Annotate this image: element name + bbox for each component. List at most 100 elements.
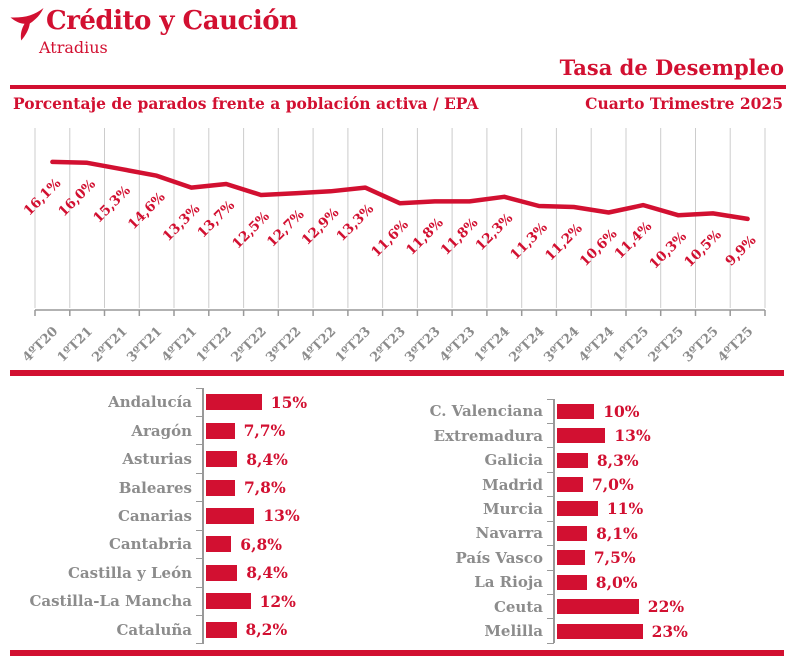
region-label: Aragón bbox=[131, 421, 192, 440]
bar-row: Aragón 7,7% bbox=[30, 415, 396, 445]
value-label: 12% bbox=[259, 591, 296, 611]
x-axis-label: 2ºT24 bbox=[507, 324, 548, 365]
bar-track: 10% bbox=[553, 399, 790, 424]
value-label: 7,5% bbox=[593, 548, 636, 568]
x-axis-label: 3ºT21 bbox=[124, 324, 165, 365]
bar-track: 13% bbox=[202, 501, 396, 531]
period-label: Cuarto Trimestre 2025 bbox=[585, 94, 783, 113]
value-label: 8,4% bbox=[246, 563, 288, 583]
bar bbox=[206, 564, 238, 581]
bar bbox=[557, 623, 643, 639]
bar-row: Navarra 8,1% bbox=[400, 520, 790, 546]
bar-track: 15% bbox=[202, 388, 396, 417]
bar-row: Extremadura 13% bbox=[400, 422, 790, 448]
line-point-label: 13,7% bbox=[194, 197, 238, 241]
bar bbox=[206, 507, 255, 524]
value-label: 8,1% bbox=[596, 523, 638, 543]
region-label: Murcia bbox=[483, 499, 543, 518]
bar-track: 7,0% bbox=[553, 472, 790, 497]
value-label: 7,7% bbox=[243, 421, 286, 441]
bar-track: 8,3% bbox=[553, 447, 790, 473]
bar bbox=[206, 536, 232, 553]
bar-row: Galicia 8,3% bbox=[400, 447, 790, 473]
bar-row: Castilla y León 8,4% bbox=[30, 558, 396, 588]
bar-track: 13% bbox=[553, 423, 790, 448]
bar-track: 12% bbox=[202, 587, 396, 616]
line-point-label: 10,3% bbox=[646, 229, 690, 273]
x-axis-label: 4ºT22 bbox=[298, 324, 339, 365]
footer-divider bbox=[10, 650, 784, 656]
region-label: Castilla-La Mancha bbox=[29, 592, 192, 611]
bar-track: 8,4% bbox=[202, 558, 396, 588]
trend-line bbox=[50, 159, 750, 222]
value-label: 7,0% bbox=[592, 475, 634, 495]
regional-bars-right: C. Valenciana 10% Extremadura 13% Galicia 8,3… bbox=[400, 398, 790, 645]
value-label: 7,8% bbox=[244, 478, 286, 498]
x-axis-label: 2ºT21 bbox=[89, 324, 130, 365]
bar-row: Ceuta 22% bbox=[400, 593, 790, 619]
bar-track: 11% bbox=[553, 496, 790, 522]
bar-row: Castilla-La Mancha 12% bbox=[29, 586, 396, 616]
bar bbox=[557, 574, 587, 590]
bar-track: 22% bbox=[553, 594, 790, 619]
bar-row: Melilla 23% bbox=[400, 618, 790, 644]
x-axis-label: 3ºT25 bbox=[680, 324, 721, 365]
unemployment-line-chart: 16,1% 16,0% 15,3% 14,6% 13,3% 13,7% 12,5% 12,7%… bbox=[0, 126, 796, 370]
line-point-label: 12,9% bbox=[299, 205, 343, 249]
region-label: Asturias bbox=[122, 450, 192, 469]
line-point-label: 13,3% bbox=[333, 201, 377, 245]
value-label: 10% bbox=[603, 401, 640, 421]
x-axis-label: 4ºT23 bbox=[437, 324, 478, 365]
value-label: 8,2% bbox=[245, 620, 288, 640]
x-axis-label: 3ºT24 bbox=[541, 324, 582, 365]
line-point-label: 9,9% bbox=[722, 232, 759, 269]
bar-track: 7,8% bbox=[202, 473, 396, 502]
region-label: Cantabria bbox=[108, 535, 192, 554]
line-point-label: 10,5% bbox=[681, 227, 725, 271]
bar-row: País Vasco 7,5% bbox=[400, 545, 790, 571]
region-label: Castilla y León bbox=[67, 563, 192, 582]
x-axis-label: 1ºT24 bbox=[472, 324, 513, 365]
region-label: Baleares bbox=[118, 478, 192, 497]
bar-row: La Rioja 8,0% bbox=[400, 569, 790, 595]
x-axis-label: 1ºT23 bbox=[333, 324, 374, 365]
bar bbox=[206, 422, 235, 439]
bar bbox=[557, 525, 588, 541]
region-label: Galicia bbox=[484, 451, 543, 470]
region-label: Canarias bbox=[117, 506, 192, 525]
bar-row: Murcia 11% bbox=[400, 496, 790, 522]
line-point-label: 12,7% bbox=[264, 207, 308, 251]
region-label: Cataluña bbox=[116, 620, 192, 639]
section-divider bbox=[10, 370, 784, 376]
region-label: C. Valenciana bbox=[429, 402, 543, 421]
value-label: 23% bbox=[651, 621, 688, 641]
bar bbox=[557, 477, 583, 493]
x-axis-label: 2ºT23 bbox=[368, 324, 409, 365]
region-label: Extremadura bbox=[433, 426, 543, 445]
bar-row: C. Valenciana 10% bbox=[400, 398, 790, 424]
region-label: Navarra bbox=[475, 524, 543, 543]
value-label: 8,3% bbox=[596, 450, 639, 470]
line-point-label: 11,8% bbox=[438, 215, 482, 259]
brand-name: Crédito y Caución bbox=[46, 6, 298, 36]
bar-row: Cataluña 8,2% bbox=[30, 614, 396, 644]
x-axis-label: 3ºT23 bbox=[402, 324, 443, 365]
bar bbox=[557, 599, 639, 615]
bar bbox=[557, 550, 585, 566]
bar bbox=[206, 479, 235, 496]
line-point-label: 11,8% bbox=[403, 215, 447, 259]
x-axis-label: 2ºT22 bbox=[229, 324, 270, 365]
bar-track: 8,0% bbox=[553, 570, 790, 595]
bar-row: Madrid 7,0% bbox=[400, 471, 790, 497]
value-label: 6,8% bbox=[240, 534, 282, 554]
value-label: 13% bbox=[614, 426, 651, 446]
bar-row: Canarias 13% bbox=[30, 501, 396, 531]
value-label: 8,0% bbox=[595, 572, 638, 592]
line-point-label: 11,4% bbox=[611, 219, 655, 263]
region-label: Andalucía bbox=[108, 393, 192, 412]
region-label: La Rioja bbox=[474, 573, 543, 592]
bar-track: 8,2% bbox=[202, 615, 396, 644]
x-axis-label: 1ºT25 bbox=[611, 324, 652, 365]
bar-row: Baleares 7,8% bbox=[30, 472, 396, 502]
value-label: 13% bbox=[263, 506, 300, 526]
